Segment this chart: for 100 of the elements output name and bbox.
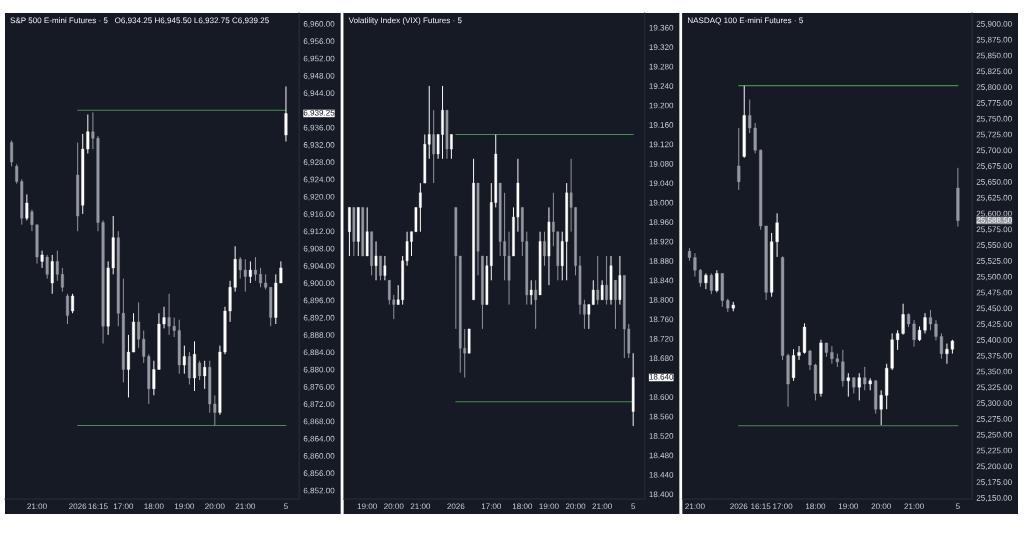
y-tick-label: 19.200 bbox=[649, 102, 674, 109]
x-tick-label: 2026 bbox=[730, 503, 748, 510]
y-tick-label: 6,912.00 bbox=[303, 228, 335, 236]
y-tick-label: 18.920 bbox=[649, 238, 674, 245]
y-tick-label: 6,956.00 bbox=[303, 38, 335, 46]
y-tick-label: 25,625.00 bbox=[976, 194, 1012, 202]
y-tick-label: 25,450.00 bbox=[976, 305, 1012, 313]
y-tick-label: 6,920.00 bbox=[303, 193, 335, 201]
y-tick-label: 25,575.00 bbox=[976, 226, 1012, 234]
y-tick-label: 18.760 bbox=[649, 316, 674, 323]
y-tick-label: 25,475.00 bbox=[976, 289, 1012, 297]
y-tick-label: 25,150.00 bbox=[976, 495, 1012, 502]
y-tick-label: 25,275.00 bbox=[976, 416, 1012, 423]
y-tick-label: 25,900.00 bbox=[976, 21, 1012, 28]
y-tick-label: 6,868.00 bbox=[303, 418, 335, 426]
text: 18.640 bbox=[649, 373, 674, 380]
y-tick-label: 25,750.00 bbox=[976, 115, 1012, 123]
y-tick-label: 6,860.00 bbox=[303, 453, 335, 460]
chart-subtitle: O6,934.25 H6,945.50 L6,932.75 C6,939.25 bbox=[115, 17, 269, 25]
x-tick-label: 5 bbox=[631, 503, 636, 510]
y-tick-label: 25,725.00 bbox=[976, 131, 1012, 139]
x-tick-label: 18:00 bbox=[144, 503, 164, 510]
y-tick-label: 19.280 bbox=[649, 63, 674, 70]
y-tick-label: 25,800.00 bbox=[976, 84, 1012, 91]
y-tick-label: 6,908.00 bbox=[303, 245, 335, 253]
y-tick-label: 6,864.00 bbox=[303, 435, 335, 443]
y-tick-label: 6,948.00 bbox=[303, 72, 335, 80]
y-tick-label: 6,900.00 bbox=[303, 280, 335, 287]
x-tick-label: 16:15 bbox=[88, 503, 108, 510]
y-tick-label: 18.440 bbox=[649, 471, 674, 478]
chart-title: S&P 500 E-mini Futures · 5 bbox=[10, 17, 108, 24]
y-tick-label: 19.160 bbox=[649, 122, 674, 128]
y-tick-label: 18.720 bbox=[649, 335, 674, 342]
x-tick-label: 5 bbox=[284, 503, 288, 510]
x-tick-label: 17:00 bbox=[773, 503, 793, 510]
x-tick-label: 21:00 bbox=[235, 503, 256, 510]
y-tick-label: 19.120 bbox=[649, 141, 674, 148]
y-tick-label: 18.800 bbox=[649, 297, 674, 303]
y-tick-label: 25,250.00 bbox=[976, 431, 1012, 439]
y-tick-label: 18.680 bbox=[649, 355, 674, 362]
x-tick-label: 21:00 bbox=[904, 503, 924, 510]
y-tick-label: 6,932.00 bbox=[303, 142, 335, 149]
text: 6,939.25 bbox=[303, 109, 335, 117]
y-tick-label: 25,400.00 bbox=[976, 337, 1012, 344]
y-tick-label: 6,936.00 bbox=[303, 124, 335, 132]
x-tick-label: 20:00 bbox=[205, 503, 225, 510]
y-tick-label: 25,600.00 bbox=[976, 210, 1012, 218]
y-tick-label: 18.840 bbox=[649, 277, 674, 284]
y-tick-label: 25,775.00 bbox=[976, 100, 1012, 107]
y-tick-label: 6,960.00 bbox=[303, 21, 335, 28]
y-tick-label: 25,425.00 bbox=[976, 321, 1012, 328]
y-tick-label: 25,850.00 bbox=[976, 52, 1012, 60]
y-tick-label: 19.040 bbox=[649, 180, 674, 187]
y-tick-label: 6,916.00 bbox=[303, 211, 335, 218]
y-tick-label: 18.880 bbox=[649, 258, 674, 264]
x-tick-label: 17:00 bbox=[113, 503, 134, 510]
y-tick-label: 19.320 bbox=[649, 44, 674, 51]
y-tick-label: 19.000 bbox=[649, 199, 674, 206]
y-tick-label: 18.600 bbox=[649, 394, 674, 400]
x-tick-label: 2026 bbox=[447, 503, 465, 510]
chart-title: Volatility Index (VIX) Futures · 5 bbox=[348, 17, 462, 25]
x-tick-label: 17:00 bbox=[481, 503, 502, 510]
y-tick-label: 25,500.00 bbox=[976, 273, 1012, 281]
x-tick-label: 19:00 bbox=[539, 503, 559, 510]
y-tick-label: 6,896.00 bbox=[303, 297, 335, 305]
y-tick-label: 25,825.00 bbox=[976, 68, 1012, 76]
y-tick-label: 6,880.00 bbox=[303, 366, 335, 374]
y-tick-label: 25,700.00 bbox=[976, 147, 1012, 155]
y-tick-label: 6,872.00 bbox=[303, 401, 335, 408]
y-tick-label: 6,924.00 bbox=[303, 176, 335, 184]
y-tick-label: 25,175.00 bbox=[976, 479, 1012, 486]
y-tick-label: 25,525.00 bbox=[976, 258, 1012, 265]
x-tick-label: 5 bbox=[955, 503, 960, 510]
y-tick-label: 25,550.00 bbox=[976, 242, 1012, 249]
y-tick-label: 6,952.00 bbox=[303, 55, 335, 63]
y-tick-label: 6,928.00 bbox=[303, 159, 335, 166]
x-tick-label: 18:00 bbox=[512, 503, 533, 510]
y-tick-label: 19.360 bbox=[649, 24, 674, 31]
x-tick-label: 2026 bbox=[69, 503, 87, 510]
x-tick-label: 20:00 bbox=[871, 503, 891, 510]
chart-title: NASDAQ 100 E-mini Futures · 5 bbox=[687, 17, 803, 25]
y-tick-label: 25,675.00 bbox=[976, 163, 1012, 170]
y-tick-label: 6,944.00 bbox=[303, 90, 335, 97]
x-tick-label: 21:00 bbox=[685, 503, 705, 510]
x-tick-label: 16:15 bbox=[751, 503, 771, 510]
y-tick-label: 25,875.00 bbox=[976, 36, 1012, 44]
y-tick-label: 6,904.00 bbox=[303, 263, 335, 270]
y-tick-label: 6,892.00 bbox=[303, 314, 335, 322]
y-tick-label: 18.560 bbox=[649, 413, 674, 420]
y-tick-label: 6,876.00 bbox=[303, 383, 335, 391]
x-tick-label: 19:00 bbox=[174, 503, 195, 510]
y-tick-label: 25,325.00 bbox=[976, 384, 1012, 392]
y-tick-label: 18.960 bbox=[649, 219, 674, 225]
y-tick-label: 25,375.00 bbox=[976, 352, 1012, 360]
y-tick-label: 6,852.00 bbox=[303, 487, 335, 495]
y-tick-label: 18.520 bbox=[649, 433, 674, 439]
y-tick-label: 6,856.00 bbox=[303, 470, 335, 478]
y-tick-label: 25,225.00 bbox=[976, 447, 1012, 455]
y-tick-label: 25,650.00 bbox=[976, 179, 1012, 186]
y-tick-label: 6,884.00 bbox=[303, 349, 335, 357]
